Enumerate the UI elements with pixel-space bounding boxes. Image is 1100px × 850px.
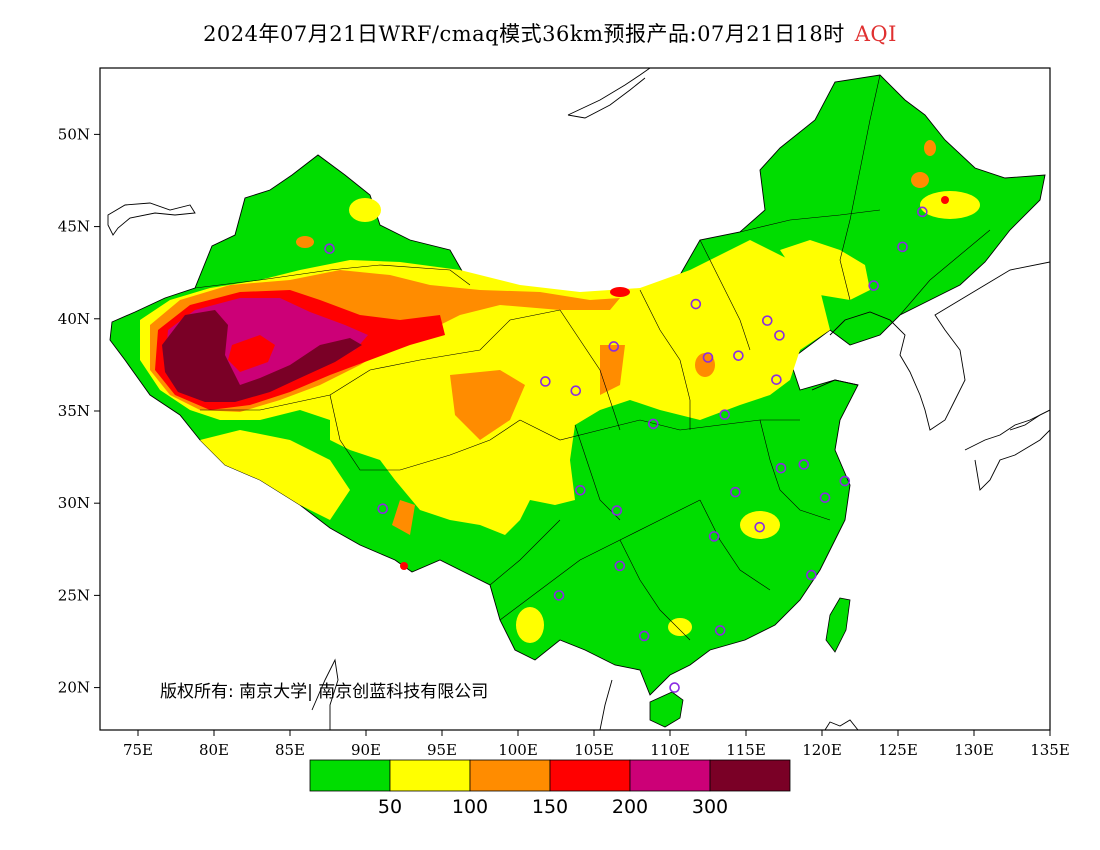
x-tick-label: 115E (726, 741, 766, 759)
station-marker (733, 350, 744, 361)
aqi-moderate-north (780, 240, 870, 300)
station-marker (702, 352, 714, 363)
aqi-usg-patch (911, 172, 929, 188)
aqi-usg-patch (450, 370, 525, 440)
legend-swatch (469, 759, 551, 792)
x-tick-label: 120E (802, 741, 842, 759)
aqi-usg-patch (600, 345, 625, 395)
aqi-usg-patch (392, 500, 415, 535)
product-name: AQI (854, 22, 897, 46)
y-axis: 50N 45N 40N 35N 30N 25N 20N (58, 125, 100, 697)
map-frame (99, 67, 1051, 731)
x-tick-label: 125E (878, 741, 918, 759)
legend-swatch (309, 759, 391, 792)
legend-label: 200 (612, 796, 648, 818)
x-tick-label: 90E (351, 741, 381, 759)
station-marker (819, 492, 831, 503)
station-marker (719, 409, 731, 420)
y-tick-label: 35N (58, 402, 90, 420)
x-tick-label: 75E (123, 741, 153, 759)
aqi-moderate-south-tibet (200, 430, 350, 520)
station-marker (608, 341, 620, 352)
legend-swatch (549, 759, 631, 792)
y-tick-label: 50N (58, 125, 90, 143)
taiwan-island (825, 597, 851, 653)
x-axis: 75E 80E 85E 90E 95E 100E 105E 110E 115E 120E 125E 1… (123, 730, 1070, 759)
legend-label: 150 (532, 796, 568, 818)
station-marker (614, 560, 626, 572)
aqi-unhealthy-patch (610, 287, 630, 297)
station-marker (774, 330, 785, 341)
aqi-moderate-patch (516, 607, 544, 643)
legend-label: 50 (378, 796, 402, 818)
legend-swatch (389, 759, 471, 792)
station-marker (771, 374, 782, 385)
aqi-unhealthy-patch (400, 562, 408, 570)
legend-label: 100 (452, 796, 488, 818)
neighbour-coastlines (107, 68, 1050, 730)
station-marker (798, 459, 810, 470)
y-tick-label: 40N (58, 310, 90, 328)
x-tick-label: 85E (275, 741, 305, 759)
station-marker (377, 503, 389, 515)
aqi-usg-patch (296, 236, 314, 248)
y-tick-label: 25N (58, 586, 90, 604)
station-marker (730, 486, 741, 498)
station-marker (868, 280, 879, 291)
aqi-hazardous-region (162, 310, 362, 402)
station-marker (690, 298, 702, 310)
station-marker (638, 630, 650, 642)
aqi-unhealthy-patch (941, 196, 949, 204)
x-tick-label: 95E (427, 741, 457, 759)
x-tick-label: 130E (954, 741, 994, 759)
x-tick-label: 135E (1030, 741, 1070, 759)
station-marker (775, 462, 787, 474)
station-marker (806, 569, 817, 581)
y-tick-label: 30N (58, 494, 90, 512)
station-marker (647, 418, 659, 430)
map-title: 2024年07月21日WRF/cmaq模式36km预报产品:07月21日18时 A… (0, 18, 1100, 48)
aqi-legend: 50 100 150 200 300 (309, 759, 791, 818)
station-marker (714, 625, 726, 636)
y-tick-label: 20N (58, 679, 90, 697)
legend-label: 300 (692, 796, 728, 818)
aqi-moderate-patch (668, 618, 692, 636)
y-tick-label: 45N (58, 218, 90, 236)
station-marker (570, 385, 582, 397)
station-marker (839, 475, 851, 487)
legend-swatch (709, 759, 791, 792)
title-text: 2024年07月21日WRF/cmaq模式36km预报产品:07月21日18时 (203, 22, 845, 46)
station-marker (324, 243, 335, 255)
x-tick-label: 80E (199, 741, 229, 759)
x-tick-label: 110E (650, 741, 690, 759)
station-marker (917, 206, 928, 218)
station-marker (669, 682, 680, 693)
x-tick-label: 105E (574, 741, 614, 759)
station-marker (575, 484, 586, 496)
map-body (107, 68, 1050, 730)
aqi-unhealthy-inner (228, 335, 275, 372)
aqi-moderate-patch (920, 191, 980, 219)
station-marker (897, 241, 908, 253)
aqi-usg-patch (695, 353, 715, 377)
station-marker (708, 531, 720, 542)
station-marker (553, 590, 565, 601)
aqi-moderate-patch (740, 511, 780, 539)
hainan-island (649, 691, 684, 728)
x-tick-label: 100E (498, 741, 538, 759)
legend-swatch (629, 759, 711, 792)
aqi-usg-patch (924, 140, 936, 156)
station-markers (324, 206, 928, 693)
aqi-moderate-patch (349, 198, 381, 222)
station-marker (540, 376, 551, 387)
copyright-text: 版权所有: 南京大学| 南京创蓝科技有限公司 (160, 682, 488, 702)
station-marker (761, 315, 773, 326)
station-marker (754, 521, 765, 533)
station-marker (611, 505, 623, 516)
province-boundaries (194, 74, 991, 641)
